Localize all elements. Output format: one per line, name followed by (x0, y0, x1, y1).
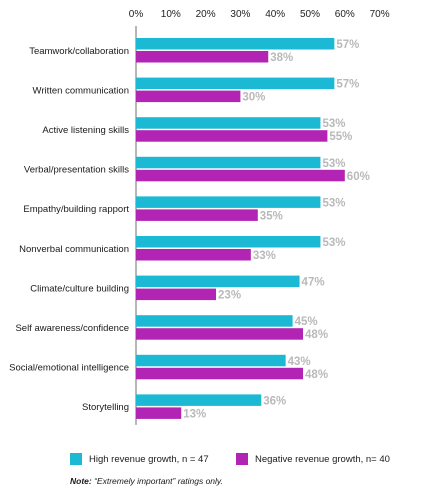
footnote: Note: “Extremely important” ratings only… (70, 476, 223, 486)
legend-swatch-high-growth (70, 453, 82, 465)
bars (136, 38, 345, 419)
bar-value-label: 33% (253, 250, 276, 262)
bar-negative-growth (136, 288, 217, 301)
bar-value-label: 53% (322, 118, 345, 130)
footnote-label: Note: (70, 476, 92, 486)
bar-high-growth (136, 196, 321, 208)
bar-negative-growth (136, 328, 304, 340)
bar-value-label: 13% (183, 408, 206, 420)
category-label: Verbal/presentation skills (24, 165, 129, 176)
bar-negative-growth (136, 51, 269, 63)
bar-high-growth (136, 38, 335, 50)
bar-high-growth (136, 394, 262, 406)
legend-swatch-negative-growth (236, 453, 248, 465)
category-label: Empathy/building rapport (23, 204, 129, 215)
bar-value-label: 48% (305, 369, 328, 381)
category-label: Climate/culture building (30, 283, 129, 294)
bar-value-label: 45% (295, 316, 318, 328)
bar-value-label: 53% (322, 158, 345, 170)
legend-label-high-growth: High revenue growth, n = 47 (89, 453, 209, 465)
bar-value-label: 60% (347, 171, 370, 183)
x-tick-label: 20% (196, 9, 216, 20)
bar-value-label: 53% (322, 197, 345, 209)
bar-high-growth (136, 156, 321, 169)
bar-value-label: 57% (336, 39, 359, 51)
category-label: Self awareness/confidence (15, 323, 129, 334)
x-tick-label: 60% (335, 9, 355, 20)
legend: High revenue growth, n = 47 Negative rev… (70, 453, 440, 469)
bar-value-label: 30% (242, 92, 265, 104)
bar-negative-growth (136, 169, 345, 182)
value-labels: 57%38%57%30%53%55%53%60%53%35%53%33%47%2… (183, 39, 370, 420)
x-tick-label: 40% (265, 9, 285, 20)
bar-value-label: 38% (270, 52, 293, 64)
x-axis-ticks: 0% 10% 20% 30% 40% 50% 60% 70% (129, 9, 390, 20)
bar-high-growth (136, 117, 321, 129)
category-labels: Teamwork/collaboration Written communicat… (9, 46, 129, 413)
bar-high-growth (136, 315, 293, 327)
bar-negative-growth (136, 407, 182, 419)
bar-value-label: 43% (288, 356, 311, 368)
category-label: Social/emotional intelligence (9, 363, 129, 374)
category-label: Written communication (33, 85, 129, 96)
category-label: Nonverbal communication (19, 244, 129, 255)
bar-negative-growth (136, 130, 328, 142)
legend-item-high-growth: High revenue growth, n = 47 (70, 453, 209, 465)
bar-negative-growth (136, 249, 251, 261)
x-tick-label: 10% (161, 9, 181, 20)
bar-high-growth (136, 354, 286, 367)
bar-value-label: 36% (263, 395, 286, 407)
bar-value-label: 23% (218, 290, 241, 302)
bar-negative-growth (136, 90, 241, 103)
bar-high-growth (136, 275, 300, 288)
category-label: Teamwork/collaboration (29, 46, 129, 57)
bar-value-label: 48% (305, 329, 328, 341)
legend-label-negative-growth: Negative revenue growth, n= 40 (255, 453, 390, 465)
footnote-text: “Extremely important” ratings only. (91, 476, 223, 486)
bar-high-growth (136, 77, 335, 90)
bar-negative-growth (136, 367, 304, 380)
category-label: Storytelling (82, 402, 129, 413)
x-tick-label: 50% (300, 9, 320, 20)
bar-negative-growth (136, 209, 258, 221)
bar-value-label: 47% (302, 277, 325, 289)
bar-value-label: 55% (329, 131, 352, 143)
bar-high-growth (136, 236, 321, 248)
x-tick-label: 30% (230, 9, 250, 20)
legend-item-negative-growth: Negative revenue growth, n= 40 (236, 453, 390, 465)
category-label: Active listening skills (42, 125, 129, 136)
x-tick-label: 0% (129, 9, 144, 20)
bar-value-label: 35% (260, 210, 283, 222)
x-tick-label: 70% (370, 9, 390, 20)
bar-value-label: 57% (336, 79, 359, 91)
bar-value-label: 53% (322, 237, 345, 249)
